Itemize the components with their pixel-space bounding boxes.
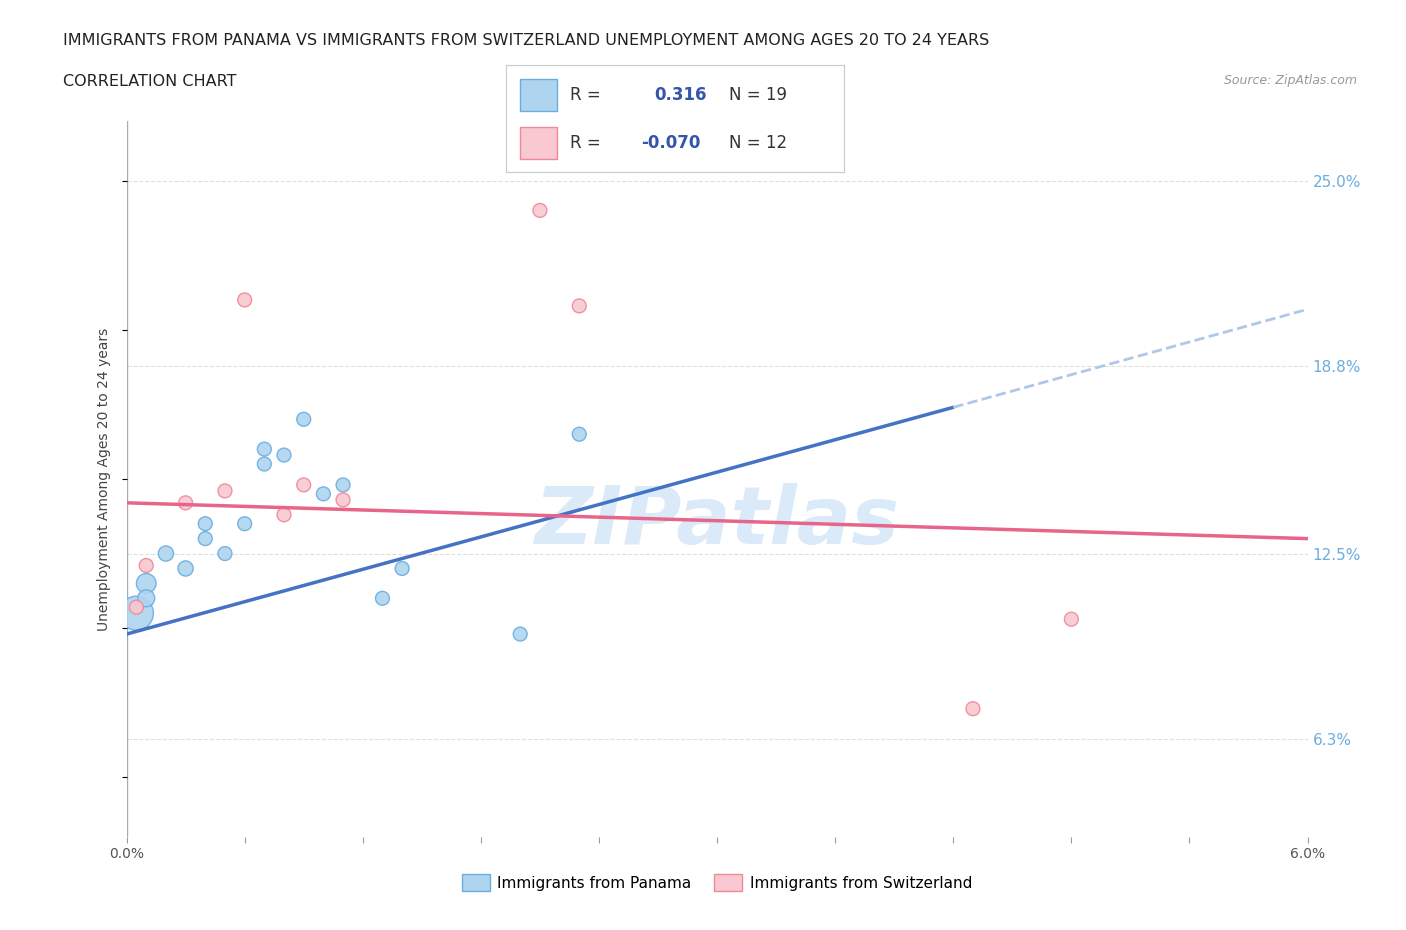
Point	[509, 627, 531, 642]
Point	[253, 442, 276, 457]
Point	[135, 591, 157, 605]
Point	[174, 561, 197, 576]
Point	[292, 412, 315, 427]
Point	[233, 516, 256, 531]
Point	[214, 484, 236, 498]
Point	[125, 600, 148, 615]
Text: ZIPatlas: ZIPatlas	[534, 483, 900, 561]
Text: Source: ZipAtlas.com: Source: ZipAtlas.com	[1223, 74, 1357, 87]
Text: CORRELATION CHART: CORRELATION CHART	[63, 74, 236, 89]
Point	[273, 508, 295, 523]
FancyBboxPatch shape	[520, 127, 557, 159]
Point	[194, 531, 217, 546]
Point	[371, 591, 394, 605]
Text: N = 12: N = 12	[728, 134, 787, 153]
Text: N = 19: N = 19	[728, 86, 787, 104]
Point	[568, 299, 591, 313]
Point	[125, 605, 148, 620]
Point	[155, 546, 177, 561]
Text: -0.070: -0.070	[641, 134, 700, 153]
Point	[568, 427, 591, 442]
Legend: Immigrants from Panama, Immigrants from Switzerland: Immigrants from Panama, Immigrants from …	[456, 868, 979, 897]
Point	[174, 496, 197, 511]
Text: IMMIGRANTS FROM PANAMA VS IMMIGRANTS FROM SWITZERLAND UNEMPLOYMENT AMONG AGES 20: IMMIGRANTS FROM PANAMA VS IMMIGRANTS FRO…	[63, 33, 990, 47]
Point	[962, 701, 984, 716]
Point	[292, 477, 315, 492]
Point	[312, 486, 335, 501]
Point	[194, 516, 217, 531]
Point	[332, 477, 354, 492]
Text: R =: R =	[571, 134, 600, 153]
Point	[253, 457, 276, 472]
Point	[135, 576, 157, 591]
FancyBboxPatch shape	[520, 79, 557, 111]
Point	[1060, 612, 1083, 627]
Point	[529, 203, 551, 218]
Point	[391, 561, 413, 576]
Point	[273, 447, 295, 462]
Text: 0.316: 0.316	[655, 86, 707, 104]
Point	[135, 558, 157, 573]
Point	[214, 546, 236, 561]
Text: R =: R =	[571, 86, 600, 104]
Point	[233, 293, 256, 308]
Y-axis label: Unemployment Among Ages 20 to 24 years: Unemployment Among Ages 20 to 24 years	[97, 327, 111, 631]
Point	[332, 492, 354, 507]
